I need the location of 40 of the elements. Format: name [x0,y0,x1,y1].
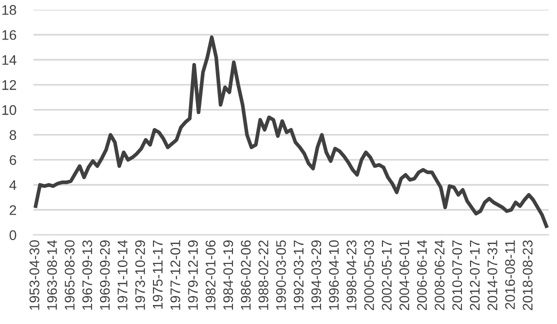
x-tick-label: 1988-02-22 [258,240,268,310]
x-tick-label: 1984-01-19 [223,240,234,310]
x-tick-label: 1998-04-23 [346,240,356,310]
y-tick-label: 4 [9,180,16,190]
x-tick-label: 1992-03-17 [294,240,304,310]
x-tick-label: 1973-10-29 [135,240,146,310]
x-tick-label: 1971-10-14 [118,240,128,310]
x-tick-label: 2002-05-17 [382,240,392,310]
x-tick-label: 1977-12-01 [170,240,180,310]
x-tick-label: 2006-06-14 [417,240,427,310]
x-tick-label: 1994-03-29 [311,240,322,310]
y-tick-label: 12 [2,80,16,90]
y-tick-label: 6 [10,155,16,166]
x-tick-label: 2018-08-23 [522,240,533,310]
x-tick-label: 1979-12-19 [188,240,198,310]
x-tick-label: 1953-04-30 [30,240,40,310]
x-tick-label: 2008-06-24 [434,240,444,310]
x-tick-label: 1982-01-06 [206,240,216,310]
y-tick-label: 8 [10,130,16,140]
y-tick-label: 10 [2,105,16,115]
x-tick-label: 2016-08-11 [505,240,515,310]
x-tick-label: 1969-09-29 [100,240,110,310]
x-tick-label: 1986-02-06 [240,240,251,310]
y-tick-label: 16 [2,30,16,40]
x-tick-label: 1963-08-14 [47,240,57,310]
x-tick-label: 2004-06-01 [399,240,410,310]
x-tick-label: 2000-05-03 [364,240,374,310]
x-tick-label: 1990-03-05 [276,240,286,310]
x-tick-label: 1996-04-10 [328,240,339,310]
x-tick-label: 1975-11-17 [152,240,163,309]
x-tick-label: 2012-07-17 [470,240,480,310]
x-tick-label: 2010-07-07 [452,240,462,310]
x-tick-label: 1967-09-13 [82,240,92,310]
y-tick-label: 2 [10,205,16,215]
y-tick-label: 14 [2,55,16,65]
x-tick-label: 2014-07-31 [487,240,498,310]
x-tick-label: 1965-08-30 [64,240,75,310]
line-series [34,35,548,228]
y-tick-label: 18 [2,5,16,15]
y-tick-label: 0 [10,230,16,240]
